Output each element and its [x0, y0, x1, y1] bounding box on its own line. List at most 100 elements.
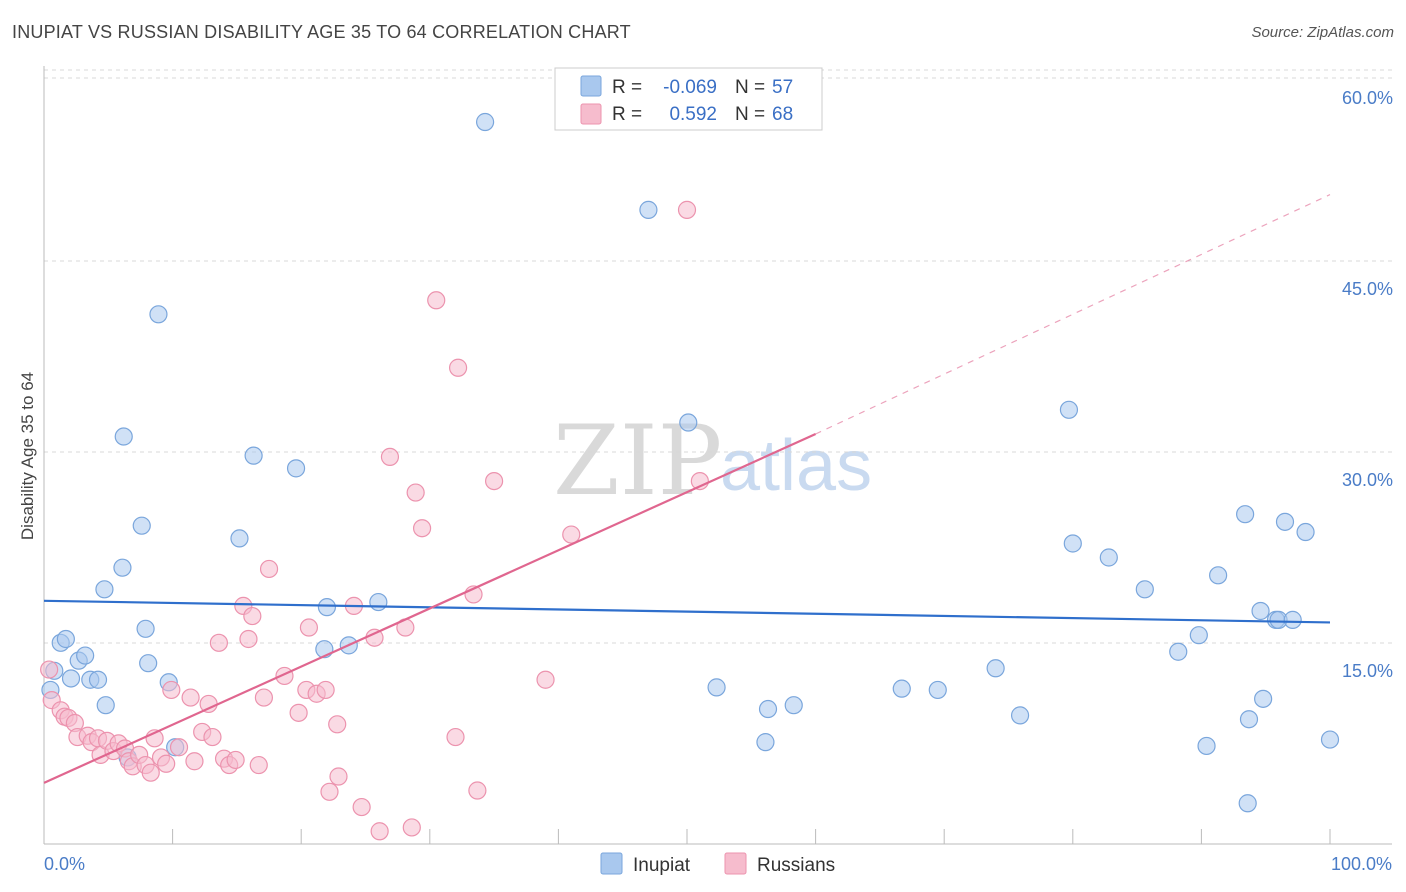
- trend-line-russians-extrapolated: [815, 194, 1331, 435]
- inupiat-point: [114, 427, 133, 446]
- legend-russians-n-label: N =: [735, 104, 765, 125]
- russians-point: [181, 688, 200, 707]
- inupiat-point: [1275, 512, 1295, 531]
- inupiat-point: [136, 619, 155, 638]
- inupiat-point: [139, 654, 158, 673]
- bottom-legend-inupiat: Inupiat: [633, 855, 691, 876]
- russians-point: [299, 618, 319, 637]
- inupiat-point: [1296, 522, 1315, 542]
- russians-point: [427, 291, 446, 310]
- inupiat-point: [1238, 794, 1257, 813]
- chart-title: INUPIAT VS RUSSIAN DISABILITY AGE 35 TO …: [12, 22, 631, 42]
- russians-point: [468, 781, 487, 800]
- russians-point: [406, 483, 425, 502]
- legend-inupiat-r-value: -0.069: [663, 77, 717, 98]
- inupiat-point: [317, 598, 337, 617]
- inupiat-point: [95, 580, 114, 599]
- inupiat-point: [132, 516, 151, 535]
- y-tick-label: 45.0%: [1342, 279, 1393, 299]
- inupiat-point: [1135, 580, 1154, 599]
- russians-point: [254, 688, 274, 707]
- grid-lines: [44, 69, 1392, 644]
- russians-point: [316, 680, 335, 700]
- russians-point: [249, 755, 268, 775]
- inupiat-point: [475, 112, 495, 132]
- russians-point: [289, 703, 308, 722]
- bottom-legend-swatch-inupiat: [600, 852, 623, 875]
- inupiat-point: [1239, 710, 1259, 729]
- y-tick-label: 60.0%: [1342, 88, 1393, 108]
- inupiat-point: [1197, 736, 1216, 756]
- source-credit: Source: ZipAtlas.com: [1251, 24, 1394, 41]
- bottom-legend-swatch-russians: [724, 852, 747, 875]
- correlation-legend: R = -0.069 N = 57 R = 0.592 N = 68: [554, 67, 823, 131]
- inupiat-point: [56, 629, 75, 649]
- x-tick-label-max: 100.0%: [1331, 854, 1392, 874]
- trend-line-russians: [43, 432, 817, 784]
- x-tick-label-min: 0.0%: [44, 854, 85, 874]
- inupiat-point: [96, 696, 115, 715]
- russians-point: [446, 727, 465, 747]
- inupiat-point: [113, 558, 132, 577]
- inupiat-point: [784, 696, 803, 715]
- russians-point: [157, 754, 176, 773]
- inupiat-point: [758, 699, 778, 719]
- inupiat-point: [1320, 730, 1340, 749]
- inupiat-point: [1251, 601, 1270, 621]
- legend-russians-r-value: 0.592: [669, 104, 717, 125]
- russians-point: [239, 629, 258, 649]
- trend-lines: [43, 194, 1331, 784]
- inupiat-point: [756, 733, 775, 752]
- series-legend: Inupiat Russians: [600, 852, 835, 876]
- trend-line-inupiat: [43, 599, 1331, 624]
- inupiat-point: [679, 413, 698, 432]
- inupiat-point: [1063, 534, 1082, 553]
- russians-point: [199, 694, 218, 714]
- inupiat-point: [1010, 706, 1030, 725]
- russians-point: [448, 358, 468, 377]
- legend-russians-r-label: R =: [612, 104, 642, 125]
- russians-point: [677, 200, 697, 219]
- russians-point: [243, 606, 262, 626]
- inupiat-point: [1059, 400, 1079, 419]
- russians-point: [485, 472, 504, 491]
- y-tick-labels: 15.0% 30.0% 45.0% 60.0%: [1342, 88, 1393, 681]
- russians-point: [329, 767, 348, 786]
- russians-point: [203, 727, 222, 747]
- russians-point: [141, 763, 160, 782]
- russians-point: [370, 822, 389, 841]
- russians-point: [412, 519, 432, 538]
- legend-inupiat-n-value: 57: [772, 77, 793, 98]
- inupiat-point: [369, 592, 388, 612]
- russians-point: [40, 660, 59, 679]
- russians-point: [320, 782, 339, 801]
- inupiat-point: [88, 670, 108, 689]
- inupiat-point: [892, 679, 911, 698]
- inupiat-point: [1254, 689, 1273, 708]
- inupiat-point: [1209, 566, 1228, 585]
- russians-point: [402, 818, 421, 837]
- inupiat-point: [1283, 610, 1302, 629]
- legend-inupiat-r-label: R =: [612, 77, 642, 98]
- legend-inupiat-n-label: N =: [735, 77, 765, 98]
- russians-point: [209, 633, 228, 652]
- russians-point: [352, 797, 371, 817]
- legend-swatch-inupiat: [580, 75, 602, 97]
- y-tick-label: 30.0%: [1342, 470, 1393, 490]
- russians-point: [380, 447, 400, 467]
- russians-point: [185, 752, 204, 771]
- russians-point: [162, 680, 181, 700]
- russians-point: [259, 559, 279, 579]
- russians-point: [562, 525, 581, 544]
- inupiat-point: [149, 305, 168, 324]
- russians-point: [226, 750, 245, 770]
- bottom-legend-russians: Russians: [757, 855, 835, 876]
- inupiat-point: [1169, 642, 1188, 661]
- inupiat-point: [1189, 626, 1208, 645]
- inupiat-point: [230, 529, 249, 548]
- y-tick-label: 15.0%: [1342, 661, 1393, 681]
- inupiat-point: [1099, 548, 1118, 567]
- inupiat-point: [928, 680, 947, 700]
- inupiat-point: [986, 659, 1005, 678]
